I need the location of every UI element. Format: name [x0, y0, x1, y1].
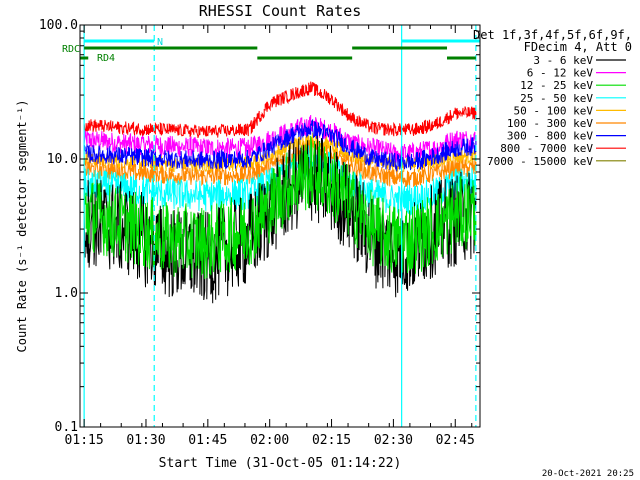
series-line: [83, 135, 477, 280]
legend-header-line-1: Det 1f,3f,4f,5f,6f,9f,: [473, 28, 632, 42]
legend-label: 12 - 25 keV: [520, 79, 593, 92]
legend-label: 100 - 300 keV: [507, 117, 593, 130]
x-tick-label: 01:45: [188, 433, 227, 448]
y-tick-label: 10.0: [47, 152, 78, 167]
state-label-night: N: [157, 37, 163, 48]
series-line: [83, 140, 477, 187]
legend-label: 6 - 12 keV: [527, 67, 594, 80]
legend-label: 7000 - 15000 keV: [487, 155, 593, 168]
x-tick-label: 02:45: [436, 433, 475, 448]
y-tick-label: 1.0: [55, 286, 78, 301]
series-line: [83, 118, 477, 172]
x-tick-label: 02:15: [312, 433, 351, 448]
chart-title: RHESSI Count Rates: [199, 2, 362, 20]
plot-frame: [79, 24, 481, 428]
legend-label: 800 - 7000 keV: [500, 142, 593, 155]
legend-header-line-2: FDecim 4, Att 0: [524, 40, 632, 54]
y-tick-label: 100.0: [39, 18, 78, 33]
y-axis-label: Count Rate (s⁻¹ detector segment⁻¹): [15, 100, 29, 353]
x-axis-label: Start Time (31-Oct-05 01:14:22): [159, 456, 402, 471]
series-line: [83, 114, 477, 164]
legend-label: 25 - 50 keV: [520, 92, 593, 105]
x-tick-label: 02:30: [374, 433, 413, 448]
series-line: [83, 81, 477, 139]
footer-timestamp: 20-Oct-2021 20:25: [542, 469, 634, 479]
legend-label: 300 - 800 keV: [507, 130, 593, 143]
state-label-rd4: RD4: [97, 53, 115, 64]
x-tick-label: 01:30: [126, 433, 165, 448]
legend-label: 3 - 6 keV: [533, 54, 593, 67]
x-tick-label: 02:00: [250, 433, 289, 448]
state-label-rdc: RDC: [62, 44, 80, 55]
legend-label: 50 - 100 keV: [514, 104, 594, 117]
y-tick-label: 0.1: [55, 420, 78, 435]
x-tick-label: 01:15: [65, 433, 104, 448]
